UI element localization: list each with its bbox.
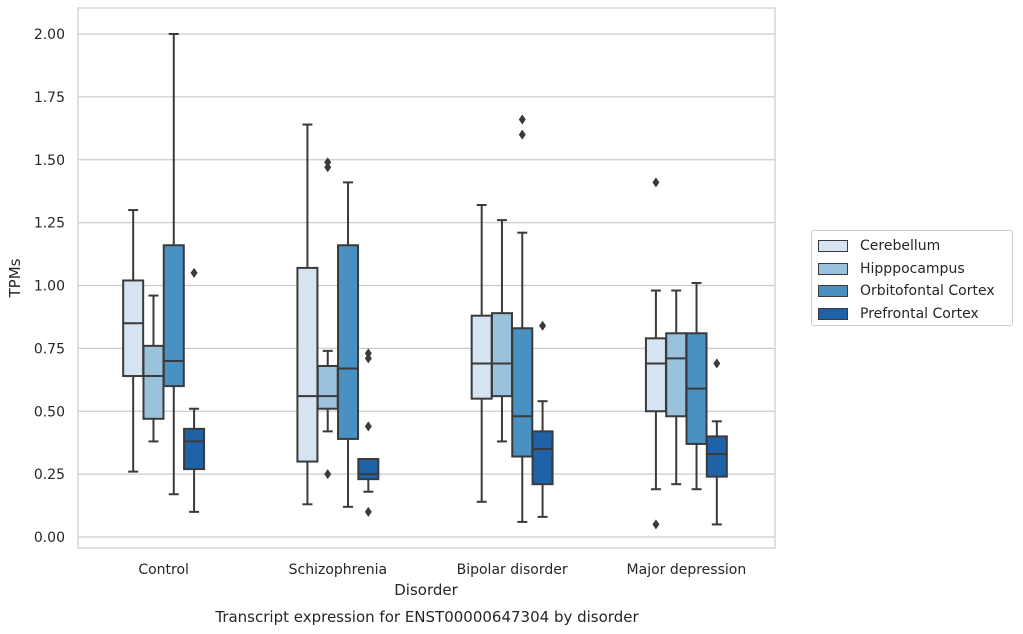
- box-cerebellum: [122, 209, 145, 473]
- box-cerebellum: [470, 204, 493, 503]
- box-prefrontal-cortex: [183, 267, 206, 513]
- y-tick-label: 2.00: [34, 27, 65, 43]
- outlier-point: [364, 353, 372, 364]
- legend-swatch: [818, 240, 848, 253]
- outlier-point: [364, 348, 372, 359]
- y-tick-label: 0.75: [34, 341, 65, 357]
- box: [470, 314, 493, 400]
- box-orbitofontal-cortex: [162, 33, 185, 496]
- box-orbitofontal-cortex: [511, 114, 534, 523]
- legend: Cerebellum Hipppocampus Orbitofontal Corte…: [811, 230, 1013, 326]
- outlier-point: [518, 129, 526, 140]
- legend-swatch: [818, 285, 848, 298]
- x-tick-label: Control: [138, 562, 189, 578]
- box-hipppocampus: [316, 157, 339, 480]
- y-tick-label: 1.50: [34, 153, 65, 169]
- box: [162, 244, 185, 388]
- box: [531, 430, 554, 486]
- legend-label: Orbitofontal Cortex: [860, 283, 995, 300]
- y-tick-label: 1.00: [34, 279, 65, 295]
- box-hipppocampus: [142, 294, 165, 443]
- box-prefrontal-cortex: [357, 348, 380, 517]
- outlier-point: [324, 469, 332, 480]
- box: [644, 337, 667, 413]
- y-axis-label: TPMs: [6, 258, 24, 298]
- y-tick-label: 0.25: [34, 467, 65, 483]
- y-tick-label: 0.00: [34, 530, 65, 546]
- y-tick-label: 0.50: [34, 404, 65, 420]
- outlier-point: [518, 114, 526, 125]
- box: [705, 435, 728, 478]
- legend-label: Cerebellum: [860, 238, 941, 255]
- legend-swatch: [818, 262, 848, 275]
- x-tick-label: Major depression: [627, 562, 747, 578]
- outlier-point: [539, 320, 547, 331]
- box-cerebellum: [644, 177, 667, 530]
- box-hipppocampus: [665, 289, 688, 486]
- x-tick-label: Bipolar disorder: [457, 562, 568, 578]
- outlier-point: [324, 157, 332, 168]
- box: [665, 332, 688, 418]
- x-tick-label: Schizophrenia: [289, 562, 387, 578]
- outlier-point: [364, 506, 372, 517]
- plot-frame: [77, 7, 776, 549]
- legend-item: Orbitofontal Cortex: [818, 280, 1012, 303]
- legend-label: Hipppocampus: [860, 260, 965, 277]
- y-tick-labels: 0.00 0.25 0.50 0.75 1.00 1.25 1.50 1.75 2.00: [34, 27, 65, 546]
- legend-label: Prefrontal Cortex: [860, 305, 979, 322]
- chart-title: Transcript expression for ENST0000064730…: [214, 608, 639, 626]
- box-hipppocampus: [490, 219, 513, 443]
- box-prefrontal-cortex: [705, 358, 728, 526]
- outlier-point: [190, 267, 198, 278]
- box: [296, 266, 319, 463]
- legend-item: Cerebellum: [818, 235, 1012, 258]
- outlier-point: [364, 421, 372, 432]
- y-tick-label: 1.25: [34, 216, 65, 232]
- box: [490, 312, 513, 398]
- box-marks: [122, 33, 728, 530]
- box: [316, 364, 339, 410]
- box-orbitofontal-cortex: [337, 181, 360, 508]
- outlier-point: [713, 358, 721, 369]
- x-tick-labels: Control Schizophrenia Bipolar disorder Majo…: [138, 562, 746, 578]
- box: [337, 244, 360, 440]
- outlier-point: [652, 519, 660, 530]
- box: [122, 279, 145, 378]
- legend-swatch: [818, 307, 848, 320]
- outlier-point: [652, 177, 660, 188]
- box: [357, 458, 380, 481]
- box-orbitofontal-cortex: [685, 281, 708, 491]
- box: [142, 344, 165, 420]
- box: [183, 427, 206, 471]
- legend-item: Prefrontal Cortex: [818, 303, 1012, 326]
- x-axis-label: Disorder: [394, 581, 458, 599]
- box: [511, 327, 534, 458]
- outlier-point: [324, 162, 332, 173]
- box-cerebellum: [296, 123, 319, 506]
- box-prefrontal-cortex: [531, 320, 554, 518]
- legend-item: Hipppocampus: [818, 258, 1012, 281]
- y-tick-label: 1.75: [34, 90, 65, 106]
